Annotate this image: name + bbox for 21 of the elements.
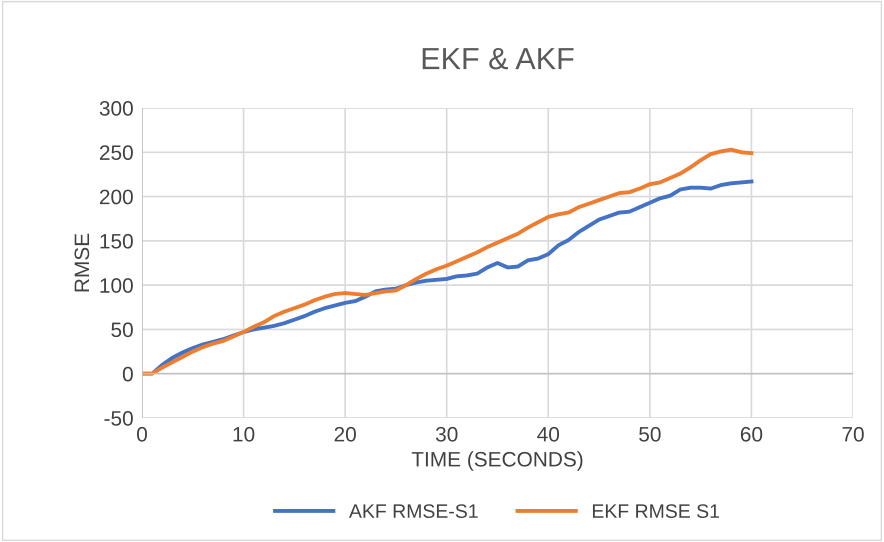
y-tick-label: 50 [111,322,133,338]
x-axis-title: TIME (SECONDS) [412,451,582,471]
chart-title: EKF & AKF [422,48,574,70]
legend-label: AKF RMSE-S1 [348,504,478,518]
x-tick-label: 50 [639,426,661,442]
x-tick-label: 40 [537,426,560,442]
y-tick-label: 250 [100,145,133,160]
y-tick-label: 100 [100,278,133,293]
x-tick-label: 30 [436,426,458,442]
y-axis-title: RMSE [74,234,90,292]
x-tick-label: 10 [234,426,254,442]
y-tick-label: -50 [104,411,133,426]
x-tick-label: 20 [334,426,356,442]
x-tick-label: 70 [842,426,864,442]
x-tick-label: 60 [740,426,762,442]
y-tick-label: 0 [122,366,133,382]
legend-label: EKF RMSE S1 [592,504,720,518]
y-tick-label: 150 [100,234,133,249]
y-tick-label: 200 [100,190,133,204]
y-tick-label: 300 [100,101,133,116]
x-tick-label: 0 [137,426,147,442]
